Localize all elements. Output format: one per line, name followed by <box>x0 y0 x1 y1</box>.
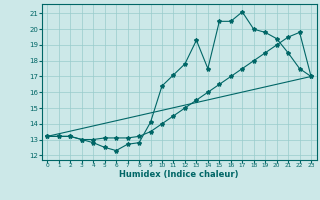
X-axis label: Humidex (Indice chaleur): Humidex (Indice chaleur) <box>119 170 239 179</box>
